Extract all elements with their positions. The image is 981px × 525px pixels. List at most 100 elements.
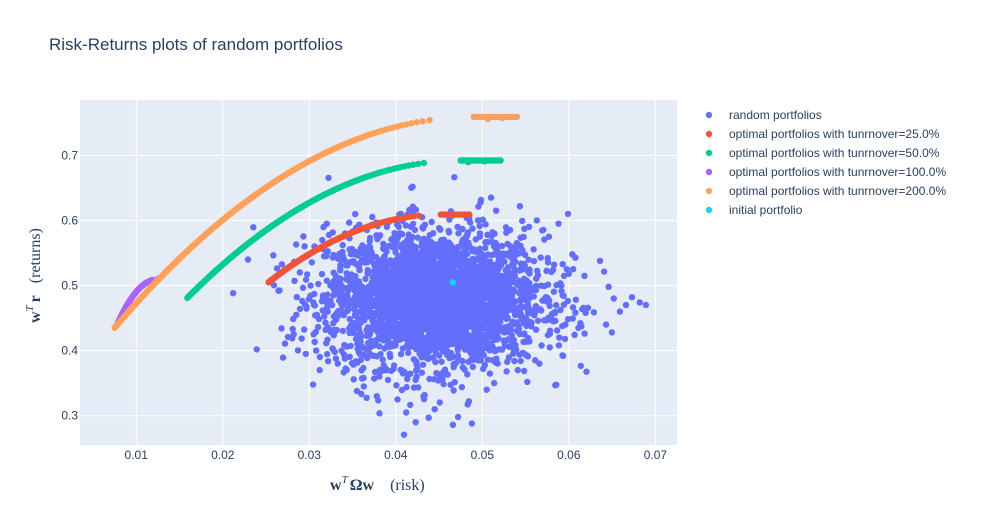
random-portfolio-point [343,262,350,269]
random-portfolio-point [455,230,462,237]
random-portfolio-point [492,207,500,214]
random-portfolio-point [415,268,422,275]
random-portfolio-point [428,251,435,258]
random-portfolio-point [462,342,469,350]
random-portfolio-point [499,273,506,280]
random-portfolio-point [385,343,393,351]
random-portfolio-point [484,356,491,363]
random-portfolio-point [422,296,429,303]
random-portfolio-point [461,366,468,373]
random-portfolio-point [533,217,540,224]
random-portfolio-point [415,308,423,316]
random-portfolio-point [506,269,513,276]
random-portfolio-point [244,256,252,263]
random-portfolio-point [541,236,548,243]
random-portfolio-point [499,311,506,319]
random-portfolio-point [387,290,394,297]
random-portfolio-point [406,293,413,300]
random-portfolio-point [424,326,431,334]
random-portfolio-point [347,284,354,291]
legend-item[interactable]: random portfolios [705,108,822,122]
random-portfolio-point [459,325,467,332]
random-portfolio-point [407,329,414,336]
random-portfolio-point [399,231,406,238]
random-portfolio-point [504,240,511,248]
random-portfolio-point [364,244,372,251]
random-portfolio-point [315,280,322,288]
random-portfolio-point [572,309,579,316]
random-portfolio-point [359,242,366,249]
random-portfolio-point [492,334,499,342]
random-portfolio-point [395,321,402,329]
random-portfolio-point [384,376,392,384]
random-portfolio-point [405,259,412,266]
legend-item[interactable]: optimal portfolios with tunrnover=100.0% [705,165,947,179]
random-portfolio-point [324,291,331,298]
random-portfolio-point [515,242,522,249]
random-portfolio-point [408,251,415,259]
random-portfolio-point [351,293,359,300]
random-portfolio-point [492,276,500,284]
random-portfolio-point [402,222,410,229]
random-portfolio-point [386,333,393,340]
random-portfolio-point [555,220,562,227]
random-portfolio-point [429,273,436,280]
random-portfolio-point [505,354,513,361]
random-portfolio-point [403,409,410,416]
legend[interactable]: random portfolios optimal portfolios with… [705,108,947,217]
random-portfolio-point [284,333,292,341]
random-portfolio-point [459,236,466,244]
random-portfolio-point [447,349,455,357]
random-portfolio-point [582,309,589,317]
legend-item[interactable]: optimal portfolios with tunrnover=50.0% [705,146,940,160]
random-portfolio-point [550,261,558,268]
random-portfolio-point [409,183,416,190]
random-portfolio-point [293,293,300,301]
legend-item[interactable]: optimal portfolios with tunrnover=200.0% [705,184,947,198]
random-portfolio-point [440,300,447,307]
random-portfolio-point [299,284,307,291]
random-portfolio-point [398,279,406,287]
legend-item[interactable]: initial portfolio [705,203,803,217]
random-portfolio-point [410,356,418,363]
random-portfolio-point [322,326,329,333]
random-portfolio-point [404,375,411,383]
random-portfolio-point [550,318,557,325]
chart-title: Risk-Returns plots of random portfolios [49,35,343,54]
random-portfolio-point [464,250,471,258]
random-portfolio-point [438,358,445,365]
random-portfolio-point [275,287,282,294]
random-portfolio-point [530,286,537,294]
random-portfolio-point [363,332,370,339]
random-portfolio-point [544,281,552,288]
legend-item[interactable]: optimal portfolios with tunrnover=25.0% [705,127,940,141]
random-portfolio-point [477,271,485,278]
random-portfolio-point [549,266,557,274]
random-portfolio-point [362,250,369,257]
random-portfolio-point [525,295,533,302]
random-portfolio-point [462,273,470,280]
random-portfolio-point [472,269,480,277]
random-portfolio-point [380,287,387,294]
frontier-point [466,211,473,218]
random-portfolio-point [462,318,469,325]
random-portfolio-point [519,217,526,225]
random-portfolio-point [338,307,345,314]
random-portfolio-point [472,236,479,243]
random-portfolio-point [546,344,553,351]
x-tick-label: 0.02 [211,448,235,462]
random-portfolio-point [450,387,457,394]
random-portfolio-point [455,252,462,260]
random-portfolio-point [446,339,453,347]
random-portfolio-point [417,300,424,307]
random-portfolio-point [581,272,588,279]
random-portfolio-point [468,344,476,352]
random-portfolio-point [438,374,445,381]
random-portfolio-point [481,361,488,369]
random-portfolio-point [316,366,323,374]
random-portfolio-point [461,290,469,298]
random-portfolio-point [464,401,471,408]
random-portfolio-point [339,253,347,260]
random-portfolio-point [492,298,499,305]
